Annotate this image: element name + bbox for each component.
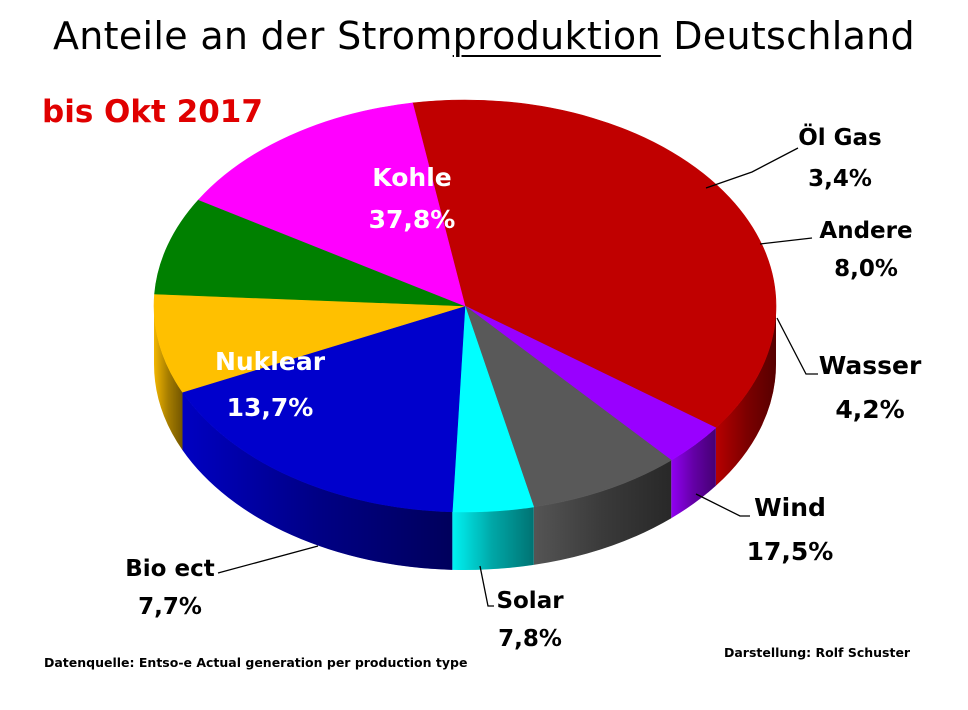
slice-nuklear <box>197 102 466 307</box>
leader-line-bio-ect <box>217 545 319 574</box>
slice-value-kohle: 37,8% <box>369 205 456 234</box>
pie-tops <box>153 99 777 513</box>
slice-side-shade-l-gas <box>671 427 716 519</box>
leader-line-solar <box>479 565 494 607</box>
leader-lines <box>217 147 818 607</box>
slice-label-wasser: Wasser <box>819 351 922 380</box>
data-source-note: Datenquelle: Entso-e Actual generation p… <box>44 655 468 670</box>
leader-line-andere <box>759 237 813 245</box>
slice-side-shade-andere <box>533 460 672 565</box>
slice-side-shade-wind <box>182 392 453 570</box>
slice-labels: Kohle 37,8% Öl Gas 3,4% Andere 8,0% Wasser 4,2%… <box>125 123 922 652</box>
leader-line-l-gas <box>705 147 799 189</box>
slice-side-shade-solar <box>154 306 183 451</box>
slice-bio-ect <box>154 199 466 307</box>
slice-solar <box>153 293 466 393</box>
chart-title: Anteile an der Stromproduktion Deutschla… <box>0 14 968 58</box>
leader-line-wind <box>695 493 750 517</box>
slice-side-shade-wasser <box>452 506 534 570</box>
pie-sides <box>154 306 777 570</box>
slice-value-l-gas: 3,4% <box>808 166 872 192</box>
slice-label-kohle: Kohle <box>372 163 451 192</box>
title-part-4: Deutschland <box>673 14 915 58</box>
slice-label-bio-ect: Bio ect <box>125 556 214 582</box>
slice-value-solar: 7,8% <box>498 626 562 652</box>
slice-wind <box>182 305 466 513</box>
slice-value-nuklear: 13,7% <box>227 393 314 422</box>
slice-label-l-gas: Öl Gas <box>798 123 882 151</box>
title-part-1: Anteile an der <box>53 14 325 58</box>
slice-label-wind: Wind <box>754 493 826 522</box>
author-credit: Darstellung: Rolf Schuster <box>724 645 911 660</box>
slice-value-wasser: 4,2% <box>835 395 904 424</box>
slice-value-andere: 8,0% <box>834 256 898 282</box>
slice-value-bio-ect: 7,7% <box>138 594 202 620</box>
slice-label-andere: Andere <box>819 218 912 244</box>
slice-kohle <box>412 99 777 429</box>
leader-line-wasser <box>776 317 818 375</box>
title-part-2: Strom <box>337 14 453 58</box>
slice-side-shade-kohle <box>715 306 777 486</box>
slice-value-wind: 17,5% <box>747 537 834 566</box>
slice-label-solar: Solar <box>496 588 564 614</box>
title-part-3: produktion <box>452 14 661 58</box>
slice-label-nuklear: Nuklear <box>215 347 326 376</box>
chart-subtitle: bis Okt 2017 <box>42 94 263 130</box>
